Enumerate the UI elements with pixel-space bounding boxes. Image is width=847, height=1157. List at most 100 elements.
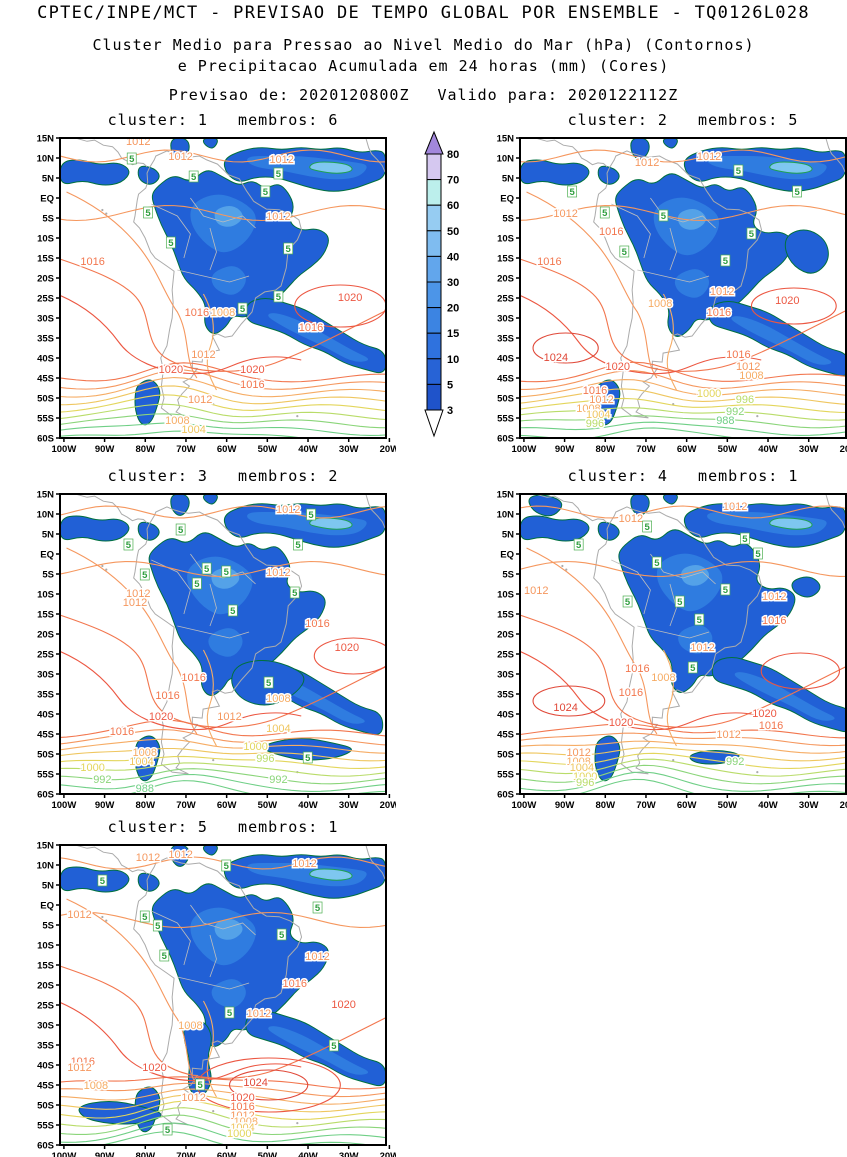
- svg-text:5: 5: [191, 172, 197, 183]
- svg-text:1016: 1016: [707, 307, 731, 319]
- svg-text:1000: 1000: [227, 1128, 251, 1140]
- svg-text:45S: 45S: [497, 730, 514, 741]
- svg-text:1012: 1012: [269, 154, 293, 166]
- svg-text:25S: 25S: [497, 650, 514, 661]
- figure-title: CPTEC/INPE/MCT - PREVISAO DE TEMPO GLOBA…: [37, 3, 810, 23]
- pressure-contours: [60, 856, 386, 1145]
- svg-text:40W: 40W: [298, 800, 318, 810]
- svg-text:1008: 1008: [165, 415, 189, 427]
- svg-text:1008: 1008: [739, 370, 763, 382]
- svg-text:5: 5: [697, 615, 703, 626]
- svg-text:20S: 20S: [497, 630, 514, 641]
- svg-text:50S: 50S: [37, 1101, 54, 1112]
- svg-text:25S: 25S: [37, 650, 54, 661]
- svg-text:1012: 1012: [126, 588, 150, 600]
- valid-value: 2020122112Z: [567, 86, 679, 104]
- svg-text:80W: 80W: [136, 1151, 156, 1157]
- svg-text:20S: 20S: [37, 981, 54, 992]
- svg-text:1008: 1008: [178, 1020, 202, 1032]
- svg-text:992: 992: [726, 756, 744, 768]
- svg-text:1000: 1000: [80, 762, 104, 774]
- svg-text:25S: 25S: [37, 1001, 54, 1012]
- svg-text:1016: 1016: [599, 226, 623, 238]
- forecast-validity-line: Previsao de: 2020120800Z Valido para: 202…: [0, 86, 847, 104]
- svg-text:5: 5: [224, 861, 230, 872]
- svg-text:1012: 1012: [276, 504, 300, 516]
- svg-text:15S: 15S: [37, 254, 54, 265]
- svg-text:5: 5: [155, 921, 161, 932]
- svg-text:5: 5: [622, 247, 628, 258]
- svg-text:5S: 5S: [42, 214, 54, 225]
- precipitation-colorbar: 80 70 60 50 40 30 20 15 10 5 3: [413, 128, 483, 458]
- lon-axis: 100W 90W 80W 70W 60W 50W 40W 30W 20W: [51, 438, 396, 454]
- panel-title-cluster-1: cluster: 1 membros: 6: [107, 111, 339, 129]
- svg-text:1004: 1004: [181, 424, 205, 436]
- svg-text:10N: 10N: [37, 154, 55, 165]
- svg-text:5: 5: [266, 678, 272, 689]
- svg-text:5: 5: [677, 597, 683, 608]
- colorbar-tick-label: 50: [447, 226, 459, 238]
- svg-text:1012: 1012: [247, 1008, 271, 1020]
- svg-text:5: 5: [295, 540, 301, 551]
- svg-text:1020: 1020: [142, 1062, 166, 1074]
- svg-text:5: 5: [142, 912, 148, 923]
- svg-text:1000: 1000: [697, 388, 721, 400]
- svg-text:1012: 1012: [181, 1092, 205, 1104]
- svg-text:988: 988: [136, 783, 154, 795]
- colorbar-tick-label: 60: [447, 200, 459, 212]
- svg-text:1012: 1012: [762, 591, 786, 603]
- svg-text:40S: 40S: [497, 354, 514, 365]
- svg-text:992: 992: [726, 406, 744, 418]
- map-frame: [59, 844, 387, 1146]
- svg-text:5: 5: [331, 1041, 337, 1052]
- lat-axis: 15N 10N 5N EQ 5S 10S 15S 20S 25S 30S 35S 40S 45S 50S 5…: [37, 134, 60, 445]
- svg-text:5N: 5N: [502, 530, 514, 541]
- svg-text:90W: 90W: [555, 800, 575, 810]
- svg-text:5: 5: [315, 903, 321, 914]
- svg-text:1012: 1012: [697, 151, 721, 163]
- svg-text:30S: 30S: [37, 1021, 54, 1032]
- svg-text:1008: 1008: [234, 1116, 258, 1128]
- svg-text:30W: 30W: [799, 800, 819, 810]
- svg-text:1016: 1016: [110, 726, 134, 738]
- svg-text:1016: 1016: [305, 618, 329, 630]
- svg-text:20W: 20W: [380, 800, 396, 810]
- svg-text:15S: 15S: [37, 961, 54, 972]
- svg-text:1012: 1012: [716, 729, 740, 741]
- svg-text:15N: 15N: [37, 841, 55, 852]
- svg-text:55S: 55S: [37, 1121, 54, 1132]
- svg-text:5: 5: [625, 597, 631, 608]
- svg-text:1012: 1012: [266, 567, 290, 579]
- lon-axis: 100W 90W 80W 70W 60W 50W 40W 30W 20W: [511, 794, 847, 810]
- svg-text:60S: 60S: [37, 790, 54, 801]
- colorbar-over-arrow: [424, 130, 444, 155]
- svg-text:35S: 35S: [497, 690, 514, 701]
- svg-text:50S: 50S: [497, 750, 514, 761]
- svg-text:20S: 20S: [37, 274, 54, 285]
- svg-text:20W: 20W: [380, 1151, 396, 1157]
- svg-text:20W: 20W: [380, 444, 396, 454]
- svg-text:20W: 20W: [840, 800, 847, 810]
- svg-text:90W: 90W: [95, 800, 115, 810]
- svg-text:5: 5: [145, 208, 151, 219]
- svg-text:1016: 1016: [619, 687, 643, 699]
- coastlines: [76, 138, 386, 419]
- svg-text:5: 5: [794, 187, 800, 198]
- svg-text:1012: 1012: [191, 349, 215, 361]
- svg-text:EQ: EQ: [500, 194, 514, 205]
- svg-text:1020: 1020: [609, 717, 633, 729]
- panel-title-cluster-3: cluster: 3 membros: 2: [107, 467, 339, 485]
- svg-text:5: 5: [570, 187, 576, 198]
- svg-text:1012: 1012: [553, 208, 577, 220]
- figure-subtitle-1: Cluster Medio para Pressao ao Nivel Medi…: [92, 36, 755, 54]
- svg-text:90W: 90W: [95, 1151, 115, 1157]
- coastlines: [536, 494, 846, 775]
- svg-text:1024: 1024: [243, 1077, 267, 1089]
- svg-text:1012: 1012: [566, 747, 590, 759]
- pressure-contours: [60, 505, 386, 794]
- svg-text:50S: 50S: [37, 750, 54, 761]
- lat-axis: 15N 10N 5N EQ 5S 10S 15S 20S 25S 30S 35S 40S 45S 50S 5…: [497, 134, 520, 445]
